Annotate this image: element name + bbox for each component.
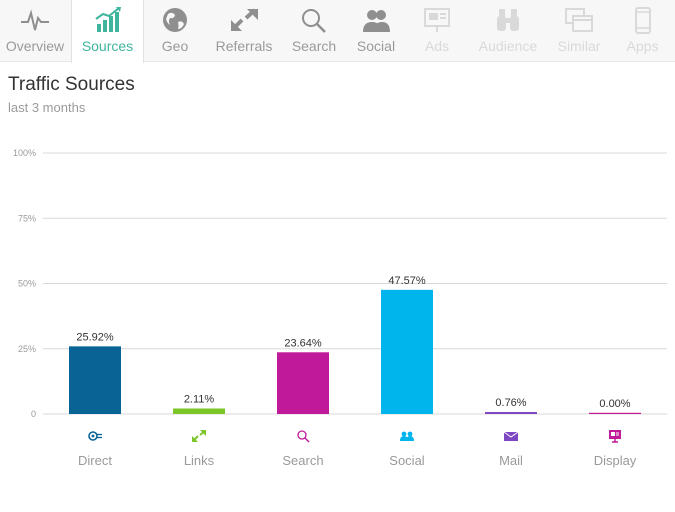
tab-label: Geo xyxy=(161,38,189,54)
tab-sources[interactable]: Sources xyxy=(71,0,144,63)
binoculars-icon xyxy=(468,5,548,35)
tab-apps[interactable]: Apps xyxy=(610,0,675,62)
globe-icon xyxy=(144,5,206,35)
arrows-icon xyxy=(206,5,282,35)
people-icon xyxy=(346,5,406,35)
tab-label: Sources xyxy=(81,38,134,54)
tab-audience[interactable]: Audience xyxy=(468,0,548,62)
bar-display xyxy=(589,412,641,414)
page-subtitle: last 3 months xyxy=(8,100,86,115)
category-label: Links xyxy=(184,453,215,468)
y-tick-label: 75% xyxy=(18,213,36,223)
tab-geo[interactable]: Geo xyxy=(144,0,206,62)
tab-label: Social xyxy=(356,38,396,54)
data-label: 47.57% xyxy=(388,275,426,287)
mail-icon xyxy=(503,431,519,441)
y-tick-label: 50% xyxy=(18,279,36,289)
tab-ads[interactable]: Ads xyxy=(406,0,468,62)
bar-links xyxy=(173,408,225,414)
tab-search[interactable]: Search xyxy=(282,0,346,62)
data-label: 23.64% xyxy=(284,337,322,349)
tab-bar: Overview Sources Geo Referrals Search Social A… xyxy=(0,0,675,63)
y-tick-label: 25% xyxy=(18,344,36,354)
bar-mail xyxy=(485,412,537,414)
tab-label: Search xyxy=(291,38,337,54)
tab-label: Audience xyxy=(478,38,538,54)
data-label: 25.92% xyxy=(76,331,114,343)
category-label: Mail xyxy=(499,453,523,468)
category-label: Social xyxy=(389,453,425,468)
y-tick-label: 0 xyxy=(31,409,36,419)
ad-display-icon xyxy=(406,5,468,35)
phone-icon xyxy=(610,5,675,35)
social-icon xyxy=(400,431,414,441)
links-icon xyxy=(192,430,206,442)
data-label: 0.76% xyxy=(495,397,526,409)
category-label: Direct xyxy=(78,453,112,468)
display-icon xyxy=(609,430,621,443)
magnifier-icon xyxy=(282,5,346,35)
tab-label: Overview xyxy=(5,38,65,54)
data-label: 2.11% xyxy=(184,393,215,405)
tab-label: Apps xyxy=(626,38,659,54)
data-label: 0.00% xyxy=(599,398,630,410)
direct-icon xyxy=(88,431,102,441)
tab-label: Ads xyxy=(424,38,450,54)
tab-referrals[interactable]: Referrals xyxy=(206,0,282,62)
pulse-icon xyxy=(0,5,70,35)
bar-chart-icon xyxy=(72,5,143,35)
tab-overview[interactable]: Overview xyxy=(0,0,70,62)
category-label: Search xyxy=(282,453,323,468)
tab-label: Referrals xyxy=(215,38,273,54)
bar-search xyxy=(277,352,329,414)
category-label: Display xyxy=(594,453,637,468)
search-icon xyxy=(297,430,310,443)
tab-similar[interactable]: Similar xyxy=(548,0,610,62)
tab-label: Similar xyxy=(557,38,601,54)
page-title: Traffic Sources xyxy=(8,74,135,95)
bar-direct xyxy=(69,346,121,414)
bar-social xyxy=(381,289,433,414)
similar-windows-icon xyxy=(548,5,610,35)
y-tick-label: 100% xyxy=(13,148,36,158)
tab-social[interactable]: Social xyxy=(346,0,406,62)
